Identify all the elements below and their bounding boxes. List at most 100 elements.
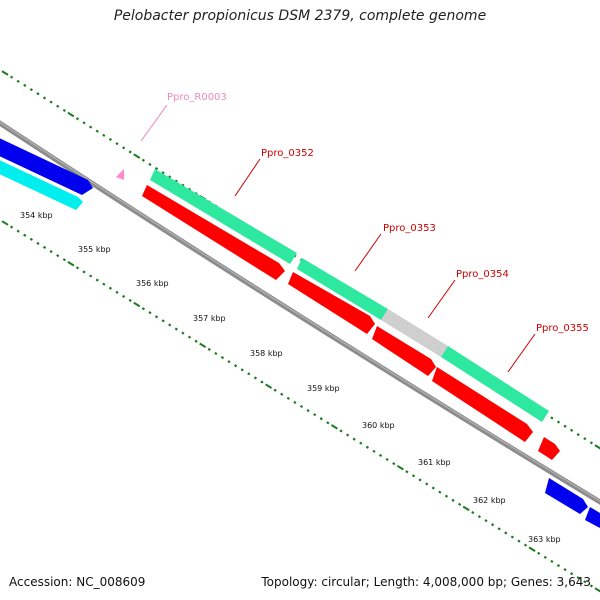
inner-track-dot [523,543,528,547]
inner-track-dot [359,441,363,445]
inner-track-dot [352,437,356,441]
accession-text: Accession: NC_008609 [9,575,146,589]
inner-track-dot [497,527,501,531]
inner-track-dot [306,408,310,413]
inner-track-dot [247,372,251,376]
gene-right-blue-1[interactable] [545,478,588,514]
inner-track-dot [537,551,541,555]
inner-track-dot [187,335,192,339]
gene-ppro-0354-gray[interactable] [381,309,448,357]
inner-track-dot [154,315,159,319]
inner-track-dot [122,294,126,298]
outer-track-dot [1,70,9,76]
outer-track-dot [141,158,145,162]
inner-track-dot [67,261,75,267]
gene-red-5[interactable] [538,437,560,460]
inner-track-dot [589,584,593,588]
inner-track-dot [462,505,470,512]
genome-backbone [0,120,600,505]
gene-red-1[interactable] [142,185,285,280]
outer-track-dot [589,441,593,445]
inner-track-dot [313,413,317,417]
inner-track-dot [411,474,416,478]
tick-label-363: 363 kbp [528,535,561,544]
tick-label-357: 357 kbp [193,314,226,323]
gene-ppro-0355-teal[interactable] [441,346,549,422]
leader-ppro-0353 [354,233,382,272]
outer-track-dot [29,88,33,92]
gene-red-3[interactable] [372,326,436,376]
inner-track-dot [161,319,165,323]
leader-ppro-0354 [427,279,456,319]
inner-track-dot [431,486,435,490]
inner-track-dot [280,392,284,396]
inner-track-dot [570,572,574,576]
outer-track-dot [67,111,75,118]
gene-right-blue-2[interactable] [585,507,600,530]
inner-track-dot [141,307,145,311]
gene-left-cyan[interactable] [0,158,83,210]
inner-track-dot [330,424,338,430]
gene-left-blue[interactable] [0,136,93,195]
inner-track-dot [10,225,14,229]
outer-track-dot [49,100,53,104]
inner-track-dot [227,360,231,364]
outer-track-dot [82,121,86,125]
inner-track-dot [194,339,198,343]
inner-track-dot [95,278,99,282]
inner-track-dot [451,498,455,502]
outer-track-dot [122,146,126,150]
outer-track-dot [75,117,80,121]
gene-red-4[interactable] [432,367,533,442]
inner-track-dot [477,515,481,519]
gene-ppro-0352-teal[interactable] [150,169,297,264]
gene-ppro-0353-teal[interactable] [297,258,388,320]
label-ppro-0354: Ppro_0354 [456,269,509,280]
inner-track-dot [75,266,80,270]
tick-label-360: 360 kbp [362,421,395,430]
inner-track-dot [108,286,112,290]
inner-track-dot [418,478,422,482]
inner-track-dot [550,559,554,564]
tick-label-359: 359 kbp [307,384,340,393]
outer-track-dot [148,162,152,167]
outer-track-dot [168,175,172,179]
label-ppro-0355: Ppro_0355 [536,323,589,334]
inner-track-dot [29,237,33,241]
tick-label-362: 362 kbp [473,496,506,505]
inner-track-dot [378,453,383,458]
inner-track-dot [594,587,600,593]
inner-track-dot [458,502,462,506]
rna-marker-ppro-r0003[interactable] [116,169,124,180]
inner-track-dot [326,421,330,425]
label-ppro-r0003: Ppro_R0003 [167,92,227,103]
inner-track-dot [583,580,587,584]
outer-track-dot [115,142,119,146]
inner-track-dot [133,301,141,308]
inner-track-dot [273,388,277,392]
inner-track-dot [510,535,514,539]
inner-track-dot [339,429,343,433]
inner-track-dot [365,445,369,449]
inner-track-dot [16,229,20,233]
inner-track-dot [504,531,508,535]
inner-track-dot [425,482,429,486]
inner-track-dot [471,510,475,515]
outer-track-dot [128,150,132,154]
inner-track-dot [528,546,536,552]
outer-track-dot [174,179,178,183]
tick-label-356: 356 kbp [136,279,169,288]
leader-ppro-r0003 [140,104,168,142]
outer-track-dot [181,183,185,187]
outer-track-dot [42,96,47,100]
inner-track-dot [82,270,86,274]
inner-track-dot [168,323,172,327]
inner-track-dot [405,470,409,474]
inner-track-dot [563,568,567,572]
gene-red-2[interactable] [288,272,375,334]
outer-track-dot [62,108,66,112]
inner-track-dot [148,311,152,315]
inner-track-dot [260,380,264,384]
